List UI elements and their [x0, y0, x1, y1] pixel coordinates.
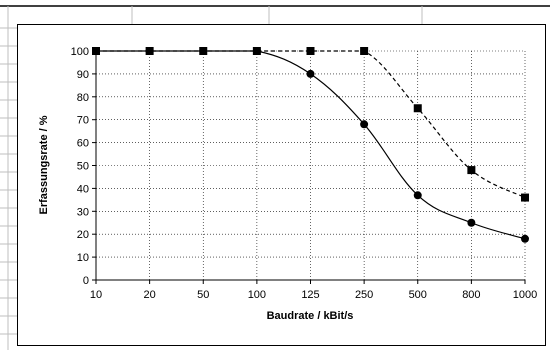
x-tick-label: 250	[355, 289, 373, 301]
x-tick-label: 125	[301, 289, 319, 301]
x-tick-label: 1000	[513, 289, 537, 301]
data-series	[92, 47, 529, 243]
x-tick-labels: 10 20 50 100 125 250 500 800 1000	[90, 289, 537, 301]
series-1-point	[521, 234, 529, 243]
series-1-point	[413, 191, 422, 200]
x-tick-label: 100	[248, 289, 266, 301]
series-1-point	[360, 120, 369, 129]
series-2-point	[360, 47, 369, 55]
series-2-point	[199, 47, 208, 55]
x-tick-label: 10	[90, 289, 102, 301]
series-2-point	[306, 47, 315, 55]
axes	[92, 50, 526, 284]
y-tick-label: 20	[77, 229, 89, 241]
x-axis-title: Baudrate / kBit/s	[267, 310, 354, 322]
y-axis-title: Erfassungsrate / %	[38, 115, 50, 214]
y-tick-label: 40	[77, 183, 89, 195]
y-tick-label: 10	[77, 252, 89, 264]
chart-area[interactable]	[17, 24, 546, 346]
series-2-point	[145, 47, 154, 55]
y-tick-label: 100	[71, 46, 89, 58]
y-tick-label: 90	[77, 69, 89, 81]
x-tick-label: 800	[462, 289, 480, 301]
y-tick-label: 80	[77, 92, 89, 104]
y-tick-labels: 0 10 20 30 40 50 60 70 80 90 100	[71, 46, 89, 287]
series-2-point	[413, 104, 422, 113]
series-2-point	[252, 47, 261, 55]
series-2-point	[467, 166, 476, 175]
series-1-point	[306, 69, 315, 78]
gridlines	[96, 50, 526, 280]
series-2-point	[521, 193, 529, 202]
y-tick-label: 70	[77, 115, 89, 127]
series-1-point	[467, 218, 476, 227]
series-2-point	[92, 47, 100, 55]
y-tick-label: 60	[77, 138, 89, 150]
y-tick-label: 0	[83, 275, 89, 287]
x-tick-label: 500	[409, 289, 427, 301]
x-tick-label: 50	[197, 289, 209, 301]
y-tick-label: 50	[77, 161, 89, 173]
y-tick-label: 30	[77, 206, 89, 218]
x-tick-label: 20	[144, 289, 156, 301]
